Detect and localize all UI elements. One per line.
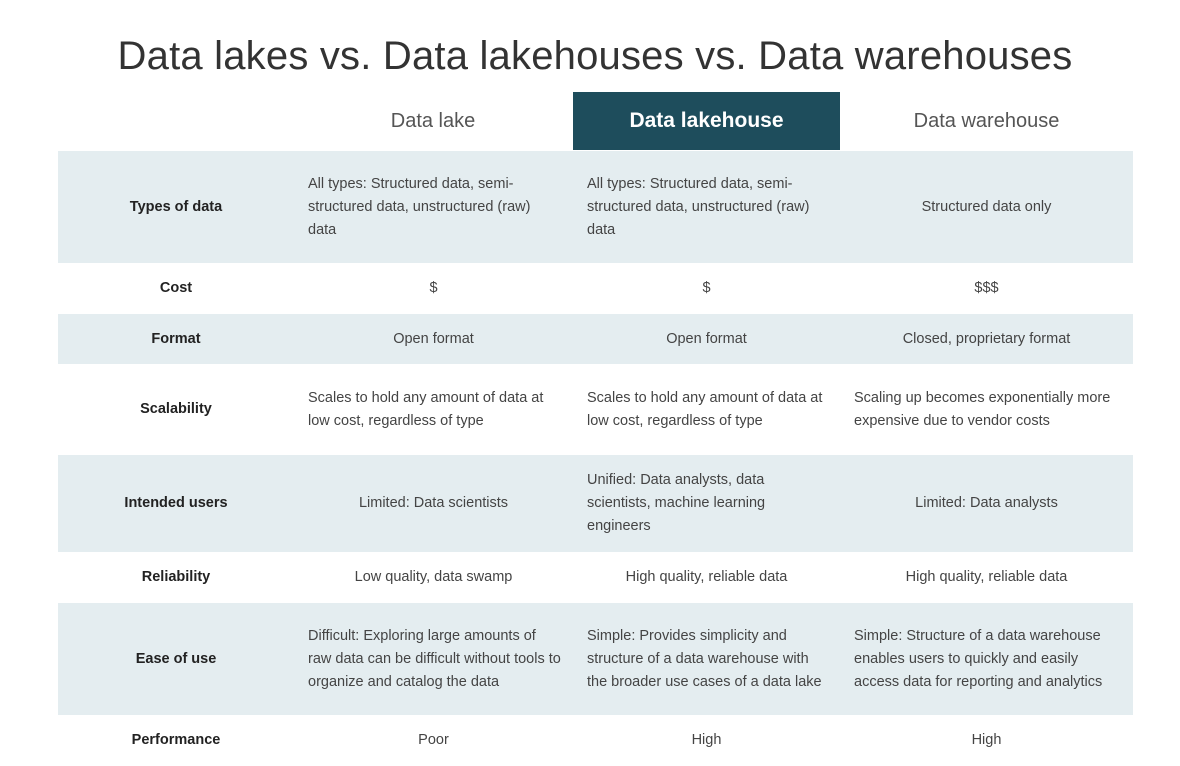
table-cell: All types: Structured data, semi-structu…	[587, 175, 810, 238]
table-row: Scalability Scales to hold any amount of …	[58, 364, 1133, 455]
table-row: Format Open format Open format Closed, prop…	[58, 314, 1133, 364]
row-label: Format	[151, 330, 201, 347]
table-cell: High	[971, 732, 1002, 748]
table-row: Types of data All types: Structured data,…	[58, 151, 1133, 263]
row-label: Intended users	[124, 495, 228, 511]
table-cell: Scales to hold any amount of data at low…	[308, 389, 544, 429]
table-cell: $	[429, 280, 438, 296]
table-cell: All types: Structured data, semi-structu…	[308, 175, 531, 238]
table-cell: Simple: Provides simplicity and structur…	[587, 627, 822, 690]
table-cell: $	[702, 280, 711, 296]
table-cell: Open format	[666, 330, 747, 347]
table-cell: High quality, reliable data	[905, 569, 1068, 585]
table-cell: Simple: Structure of a data warehouse en…	[854, 627, 1103, 690]
table-cell: Scaling up becomes exponentially more ex…	[854, 389, 1111, 429]
row-label: Cost	[159, 280, 193, 296]
comparison-table: Types of data All types: Structured data,…	[58, 151, 1133, 766]
table-row: Cost $ $ $$$	[58, 263, 1133, 314]
table-cell: Low quality, data swamp	[354, 569, 513, 585]
row-label: Reliability	[141, 569, 211, 585]
table-cell: Unified: Data analysts, data scientists,…	[587, 472, 766, 534]
row-label: Ease of use	[135, 650, 217, 667]
table-cell: Difficult: Exploring large amounts of ra…	[308, 627, 561, 690]
row-label: Scalability	[140, 401, 212, 417]
table-row: Ease of use Difficult: Exploring large am…	[58, 603, 1133, 715]
table-row: Intended users Limited: Data scientists Un…	[58, 455, 1133, 552]
table-cell: Limited: Data analysts	[915, 495, 1058, 511]
table-cell: Open format	[393, 330, 474, 347]
table-cell: Closed, proprietary format	[902, 330, 1071, 347]
table-cell: Structured data only	[921, 198, 1052, 215]
table-cell: Poor	[418, 732, 449, 748]
page-title: Data lakes vs. Data lakehouses vs. Data …	[117, 34, 1073, 78]
table-cell: High quality, reliable data	[625, 569, 788, 585]
column-header-data-lakehouse: Data lakehouse	[573, 92, 840, 150]
table-cell: High	[691, 732, 722, 748]
table-row: Reliability Low quality, data swamp High q…	[58, 552, 1133, 603]
column-header-data-lake: Data lake	[390, 109, 476, 132]
table-row: Performance Poor High High	[58, 715, 1133, 766]
row-label: Types of data	[129, 198, 223, 215]
table-cell: Scales to hold any amount of data at low…	[587, 389, 823, 429]
column-header-data-warehouse: Data warehouse	[913, 109, 1060, 132]
row-label: Performance	[131, 732, 221, 748]
table-cell: $$$	[974, 280, 999, 296]
table-cell: Limited: Data scientists	[358, 495, 509, 511]
